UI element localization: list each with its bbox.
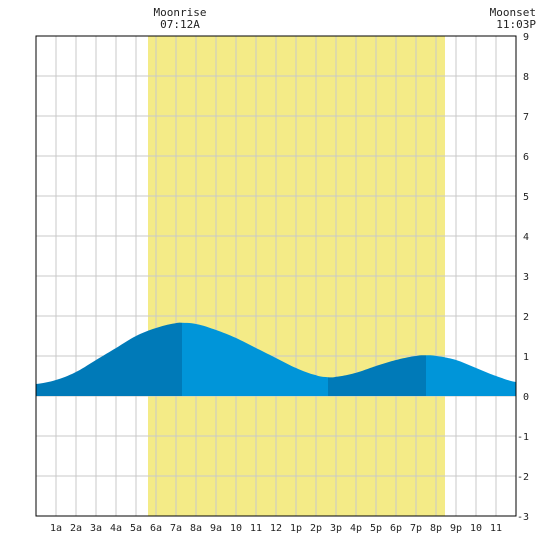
y-tick-label: 4 [523,232,529,243]
moon-event-label: Moonrise [154,6,207,19]
y-tick-label: -1 [517,432,529,443]
x-tick-label: 11 [490,523,502,534]
x-tick-label: 6p [390,523,402,534]
y-tick-label: 9 [523,32,529,43]
tide-area-falling [426,355,516,396]
x-tick-label: 10 [470,523,482,534]
x-tick-label: 2p [310,523,322,534]
x-tick-label: 7p [410,523,422,534]
y-tick-label: -2 [517,472,529,483]
x-tick-label: 8p [430,523,442,534]
y-tick-label: 3 [523,272,529,283]
x-tick-label: 4p [350,523,362,534]
x-tick-label: 3p [330,523,342,534]
x-tick-label: 4a [110,523,122,534]
y-tick-label: 1 [523,352,529,363]
y-tick-label: -3 [517,512,529,523]
y-tick-label: 6 [523,152,529,163]
x-tick-label: 3a [90,523,102,534]
y-tick-label: 5 [523,192,529,203]
x-tick-label: 12 [270,523,282,534]
moon-event-label: Moonset [490,6,536,19]
x-tick-label: 2a [70,523,82,534]
y-tick-label: 7 [523,112,529,123]
x-tick-label: 5p [370,523,382,534]
y-tick-label: 0 [523,392,529,403]
x-tick-label: 1p [290,523,302,534]
y-tick-label: 2 [523,312,529,323]
moon-event-time: 07:12A [160,18,200,31]
x-tick-label: 1a [50,523,62,534]
x-tick-label: 6a [150,523,162,534]
tide-area-falling [182,322,328,396]
x-tick-label: 9p [450,523,462,534]
x-tick-label: 9a [210,523,222,534]
x-tick-label: 5a [130,523,142,534]
x-tick-label: 7a [170,523,182,534]
x-tick-label: 8a [190,523,202,534]
moon-event-time: 11:03P [496,18,536,31]
plot-frame [35,35,517,517]
y-tick-label: 8 [523,72,529,83]
x-tick-label: 10 [230,523,242,534]
tide-area-rising [328,355,426,396]
x-tick-label: 11 [250,523,262,534]
tide-area-rising [36,322,182,396]
